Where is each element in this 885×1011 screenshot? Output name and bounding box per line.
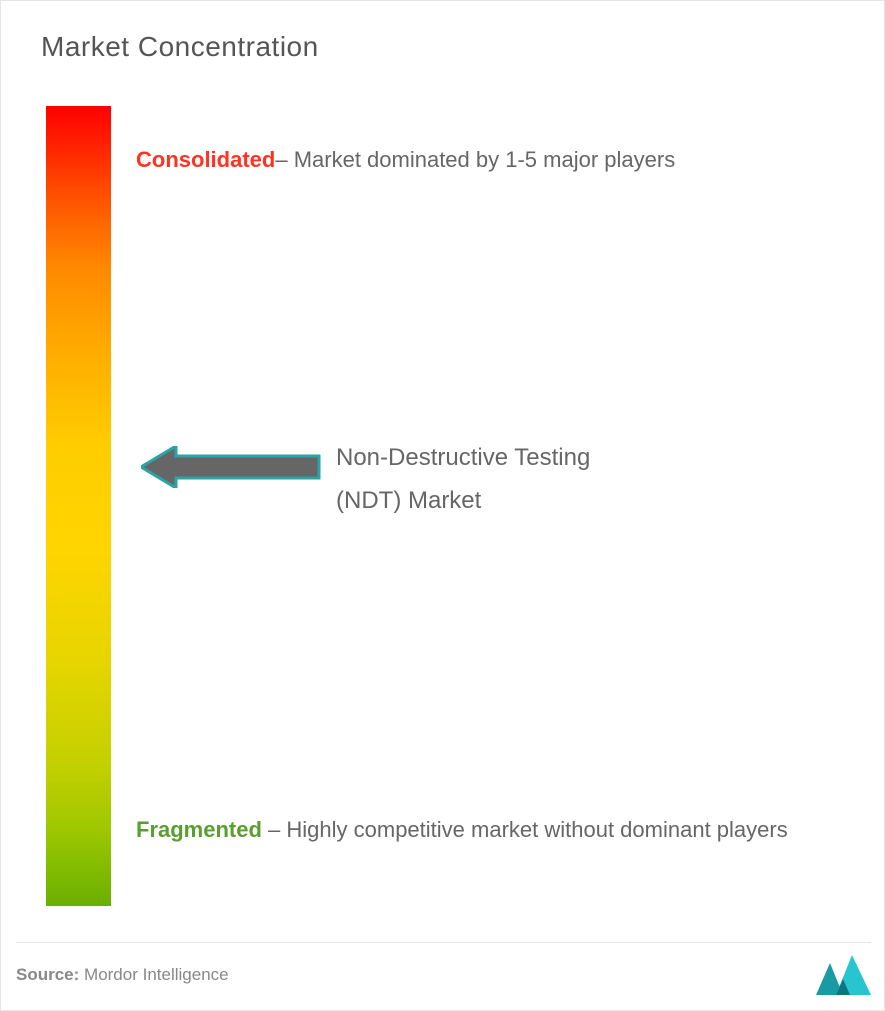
mordor-logo-icon [816, 955, 871, 995]
infographic-container: Market Concentration Consolidated– Marke… [0, 0, 885, 1011]
source-attribution: Source: Mordor Intelligence [16, 965, 229, 985]
arrow-icon [141, 446, 321, 488]
market-label-section: Non-Destructive Testing (NDT) Market [336, 436, 836, 522]
source-label: Source: [16, 965, 84, 984]
consolidated-label: Consolidated [136, 147, 275, 172]
page-title: Market Concentration [41, 31, 844, 63]
fragmented-label: Fragmented [136, 817, 262, 842]
footer: Source: Mordor Intelligence [16, 942, 871, 995]
concentration-gradient-bar [46, 106, 111, 906]
market-name-line2: (NDT) Market [336, 479, 836, 522]
fragmented-description: – Highly competitive market without domi… [262, 817, 788, 842]
market-name-line1: Non-Destructive Testing [336, 436, 836, 479]
consolidated-section: Consolidated– Market dominated by 1-5 ma… [136, 136, 836, 184]
consolidated-description: – Market dominated by 1-5 major players [275, 147, 675, 172]
source-text: Mordor Intelligence [84, 965, 229, 984]
fragmented-section: Fragmented – Highly competitive market w… [136, 806, 866, 854]
